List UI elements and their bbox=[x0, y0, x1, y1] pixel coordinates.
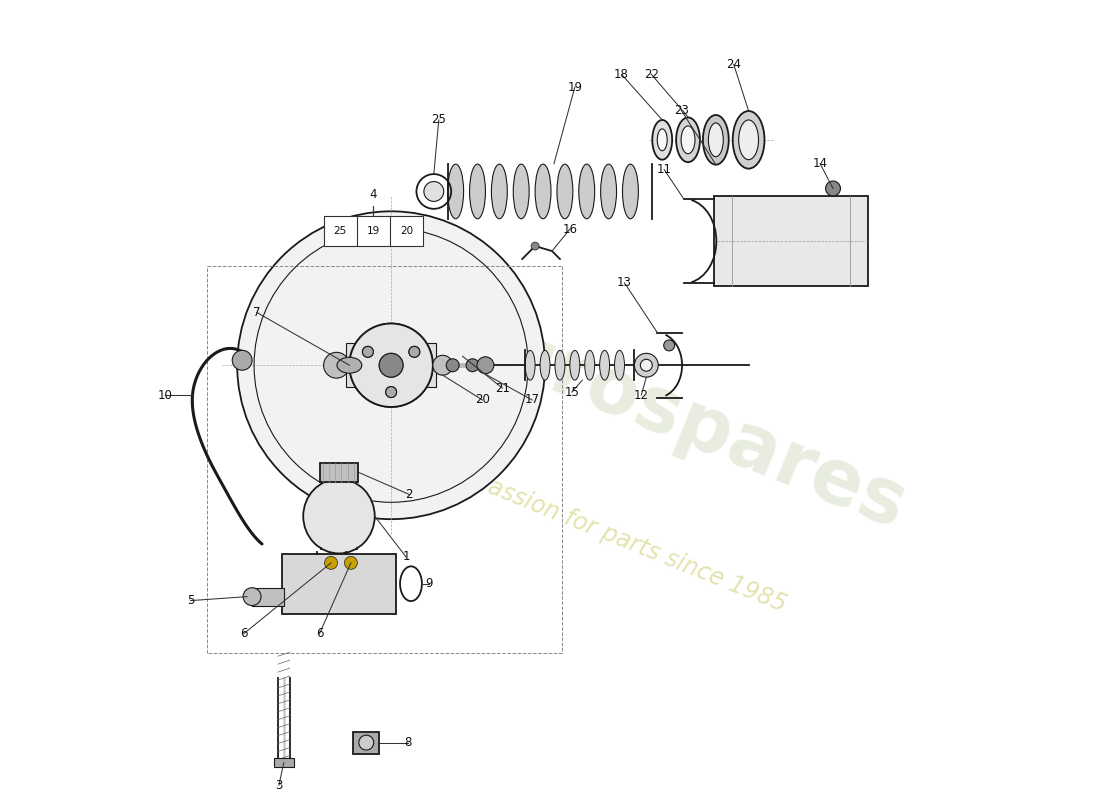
Text: 13: 13 bbox=[617, 276, 631, 290]
Text: 25: 25 bbox=[333, 226, 346, 236]
Circle shape bbox=[663, 340, 674, 351]
Circle shape bbox=[323, 352, 350, 378]
Bar bbox=[320, 462, 359, 482]
Text: 22: 22 bbox=[644, 68, 659, 81]
Ellipse shape bbox=[585, 350, 595, 380]
Text: 19: 19 bbox=[568, 81, 582, 94]
Ellipse shape bbox=[601, 164, 616, 218]
Circle shape bbox=[640, 359, 652, 371]
Circle shape bbox=[324, 557, 338, 570]
Text: 17: 17 bbox=[525, 394, 540, 406]
Circle shape bbox=[531, 242, 539, 250]
Circle shape bbox=[379, 354, 403, 377]
Text: 18: 18 bbox=[614, 68, 629, 81]
Ellipse shape bbox=[579, 164, 595, 218]
Ellipse shape bbox=[600, 350, 609, 380]
Circle shape bbox=[477, 357, 494, 374]
Bar bbox=[353, 732, 380, 754]
Ellipse shape bbox=[623, 164, 638, 218]
Text: 16: 16 bbox=[562, 222, 578, 236]
Circle shape bbox=[635, 354, 658, 377]
Ellipse shape bbox=[681, 126, 695, 154]
Text: 14: 14 bbox=[813, 157, 827, 170]
Ellipse shape bbox=[652, 120, 672, 160]
Ellipse shape bbox=[492, 164, 507, 218]
Ellipse shape bbox=[243, 588, 261, 606]
Bar bbox=[714, 197, 868, 286]
Text: 9: 9 bbox=[425, 578, 432, 590]
Ellipse shape bbox=[676, 118, 700, 162]
Circle shape bbox=[424, 182, 443, 202]
Circle shape bbox=[409, 346, 420, 358]
Text: 3: 3 bbox=[275, 779, 283, 792]
Circle shape bbox=[466, 358, 478, 372]
Bar bbox=[323, 216, 422, 246]
Ellipse shape bbox=[708, 123, 724, 157]
Ellipse shape bbox=[733, 111, 764, 169]
Ellipse shape bbox=[448, 164, 463, 218]
Text: 19: 19 bbox=[366, 226, 379, 236]
Circle shape bbox=[238, 211, 544, 519]
Ellipse shape bbox=[570, 350, 580, 380]
Text: 21: 21 bbox=[495, 382, 509, 394]
Text: 6: 6 bbox=[241, 627, 248, 640]
Text: 7: 7 bbox=[253, 306, 261, 319]
Text: 15: 15 bbox=[564, 386, 580, 398]
Text: 4: 4 bbox=[370, 188, 377, 201]
Ellipse shape bbox=[535, 164, 551, 218]
Circle shape bbox=[350, 323, 432, 407]
Circle shape bbox=[447, 358, 459, 372]
Text: 8: 8 bbox=[405, 736, 411, 749]
Circle shape bbox=[350, 323, 432, 407]
Text: 10: 10 bbox=[157, 389, 172, 402]
Ellipse shape bbox=[514, 164, 529, 218]
Circle shape bbox=[379, 354, 403, 377]
Text: 1: 1 bbox=[403, 550, 410, 563]
Bar bbox=[346, 343, 436, 387]
Circle shape bbox=[362, 346, 373, 358]
Bar bbox=[282, 554, 396, 614]
Ellipse shape bbox=[615, 350, 625, 380]
Ellipse shape bbox=[470, 164, 485, 218]
Circle shape bbox=[826, 181, 840, 196]
Circle shape bbox=[386, 386, 397, 398]
Ellipse shape bbox=[703, 115, 728, 165]
Text: 20: 20 bbox=[399, 226, 412, 236]
Ellipse shape bbox=[337, 358, 362, 373]
Circle shape bbox=[232, 350, 252, 370]
Text: a passion for parts since 1985: a passion for parts since 1985 bbox=[450, 461, 790, 617]
Text: 11: 11 bbox=[657, 163, 672, 176]
Ellipse shape bbox=[657, 129, 668, 150]
Ellipse shape bbox=[304, 479, 375, 554]
Circle shape bbox=[386, 386, 397, 398]
Ellipse shape bbox=[557, 164, 573, 218]
Circle shape bbox=[409, 346, 420, 358]
Ellipse shape bbox=[540, 350, 550, 380]
Ellipse shape bbox=[525, 350, 535, 380]
Text: 5: 5 bbox=[187, 594, 195, 607]
Text: eurospares: eurospares bbox=[441, 295, 916, 545]
Circle shape bbox=[432, 355, 453, 375]
Text: 25: 25 bbox=[431, 114, 447, 126]
Ellipse shape bbox=[556, 350, 565, 380]
Circle shape bbox=[362, 346, 373, 358]
Text: 12: 12 bbox=[634, 389, 649, 402]
Circle shape bbox=[344, 557, 358, 570]
Text: 24: 24 bbox=[726, 58, 741, 71]
Bar bbox=[252, 588, 284, 606]
Circle shape bbox=[359, 735, 374, 750]
Text: 2: 2 bbox=[405, 488, 412, 501]
Text: 6: 6 bbox=[316, 627, 323, 640]
Text: 20: 20 bbox=[475, 394, 490, 406]
Ellipse shape bbox=[739, 120, 759, 160]
Text: 23: 23 bbox=[673, 103, 689, 117]
Bar bbox=[274, 758, 294, 767]
